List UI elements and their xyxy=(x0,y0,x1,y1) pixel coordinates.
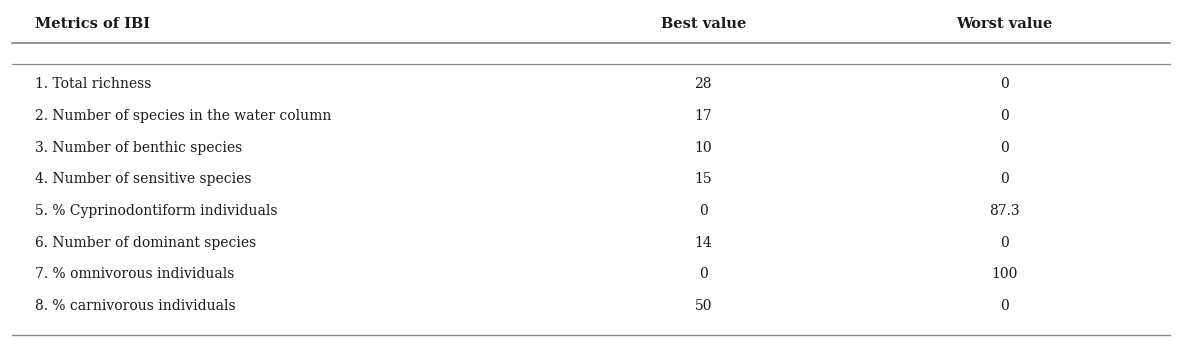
Text: 28: 28 xyxy=(695,77,712,91)
Text: 1. Total richness: 1. Total richness xyxy=(35,77,151,91)
Text: 0: 0 xyxy=(1000,109,1009,123)
Text: 3. Number of benthic species: 3. Number of benthic species xyxy=(35,141,242,154)
Text: 15: 15 xyxy=(695,172,712,186)
Text: 0: 0 xyxy=(1000,236,1009,249)
Text: 8. % carnivorous individuals: 8. % carnivorous individuals xyxy=(35,299,236,313)
Text: 100: 100 xyxy=(992,267,1018,281)
Text: 14: 14 xyxy=(694,236,713,249)
Text: 2. Number of species in the water column: 2. Number of species in the water column xyxy=(35,109,332,123)
Text: Best value: Best value xyxy=(661,17,746,31)
Text: 0: 0 xyxy=(1000,172,1009,186)
Text: Worst value: Worst value xyxy=(956,17,1053,31)
Text: 0: 0 xyxy=(699,267,708,281)
Text: 0: 0 xyxy=(699,204,708,218)
Text: 5. % Cyprinodontiform individuals: 5. % Cyprinodontiform individuals xyxy=(35,204,278,218)
Text: 6. Number of dominant species: 6. Number of dominant species xyxy=(35,236,256,249)
Text: Metrics of IBI: Metrics of IBI xyxy=(35,17,150,31)
Text: 50: 50 xyxy=(695,299,712,313)
Text: 10: 10 xyxy=(695,141,712,154)
Text: 87.3: 87.3 xyxy=(989,204,1020,218)
Text: 4. Number of sensitive species: 4. Number of sensitive species xyxy=(35,172,252,186)
Text: 0: 0 xyxy=(1000,141,1009,154)
Text: 7. % omnivorous individuals: 7. % omnivorous individuals xyxy=(35,267,235,281)
Text: 0: 0 xyxy=(1000,77,1009,91)
Text: 0: 0 xyxy=(1000,299,1009,313)
Text: 17: 17 xyxy=(694,109,713,123)
